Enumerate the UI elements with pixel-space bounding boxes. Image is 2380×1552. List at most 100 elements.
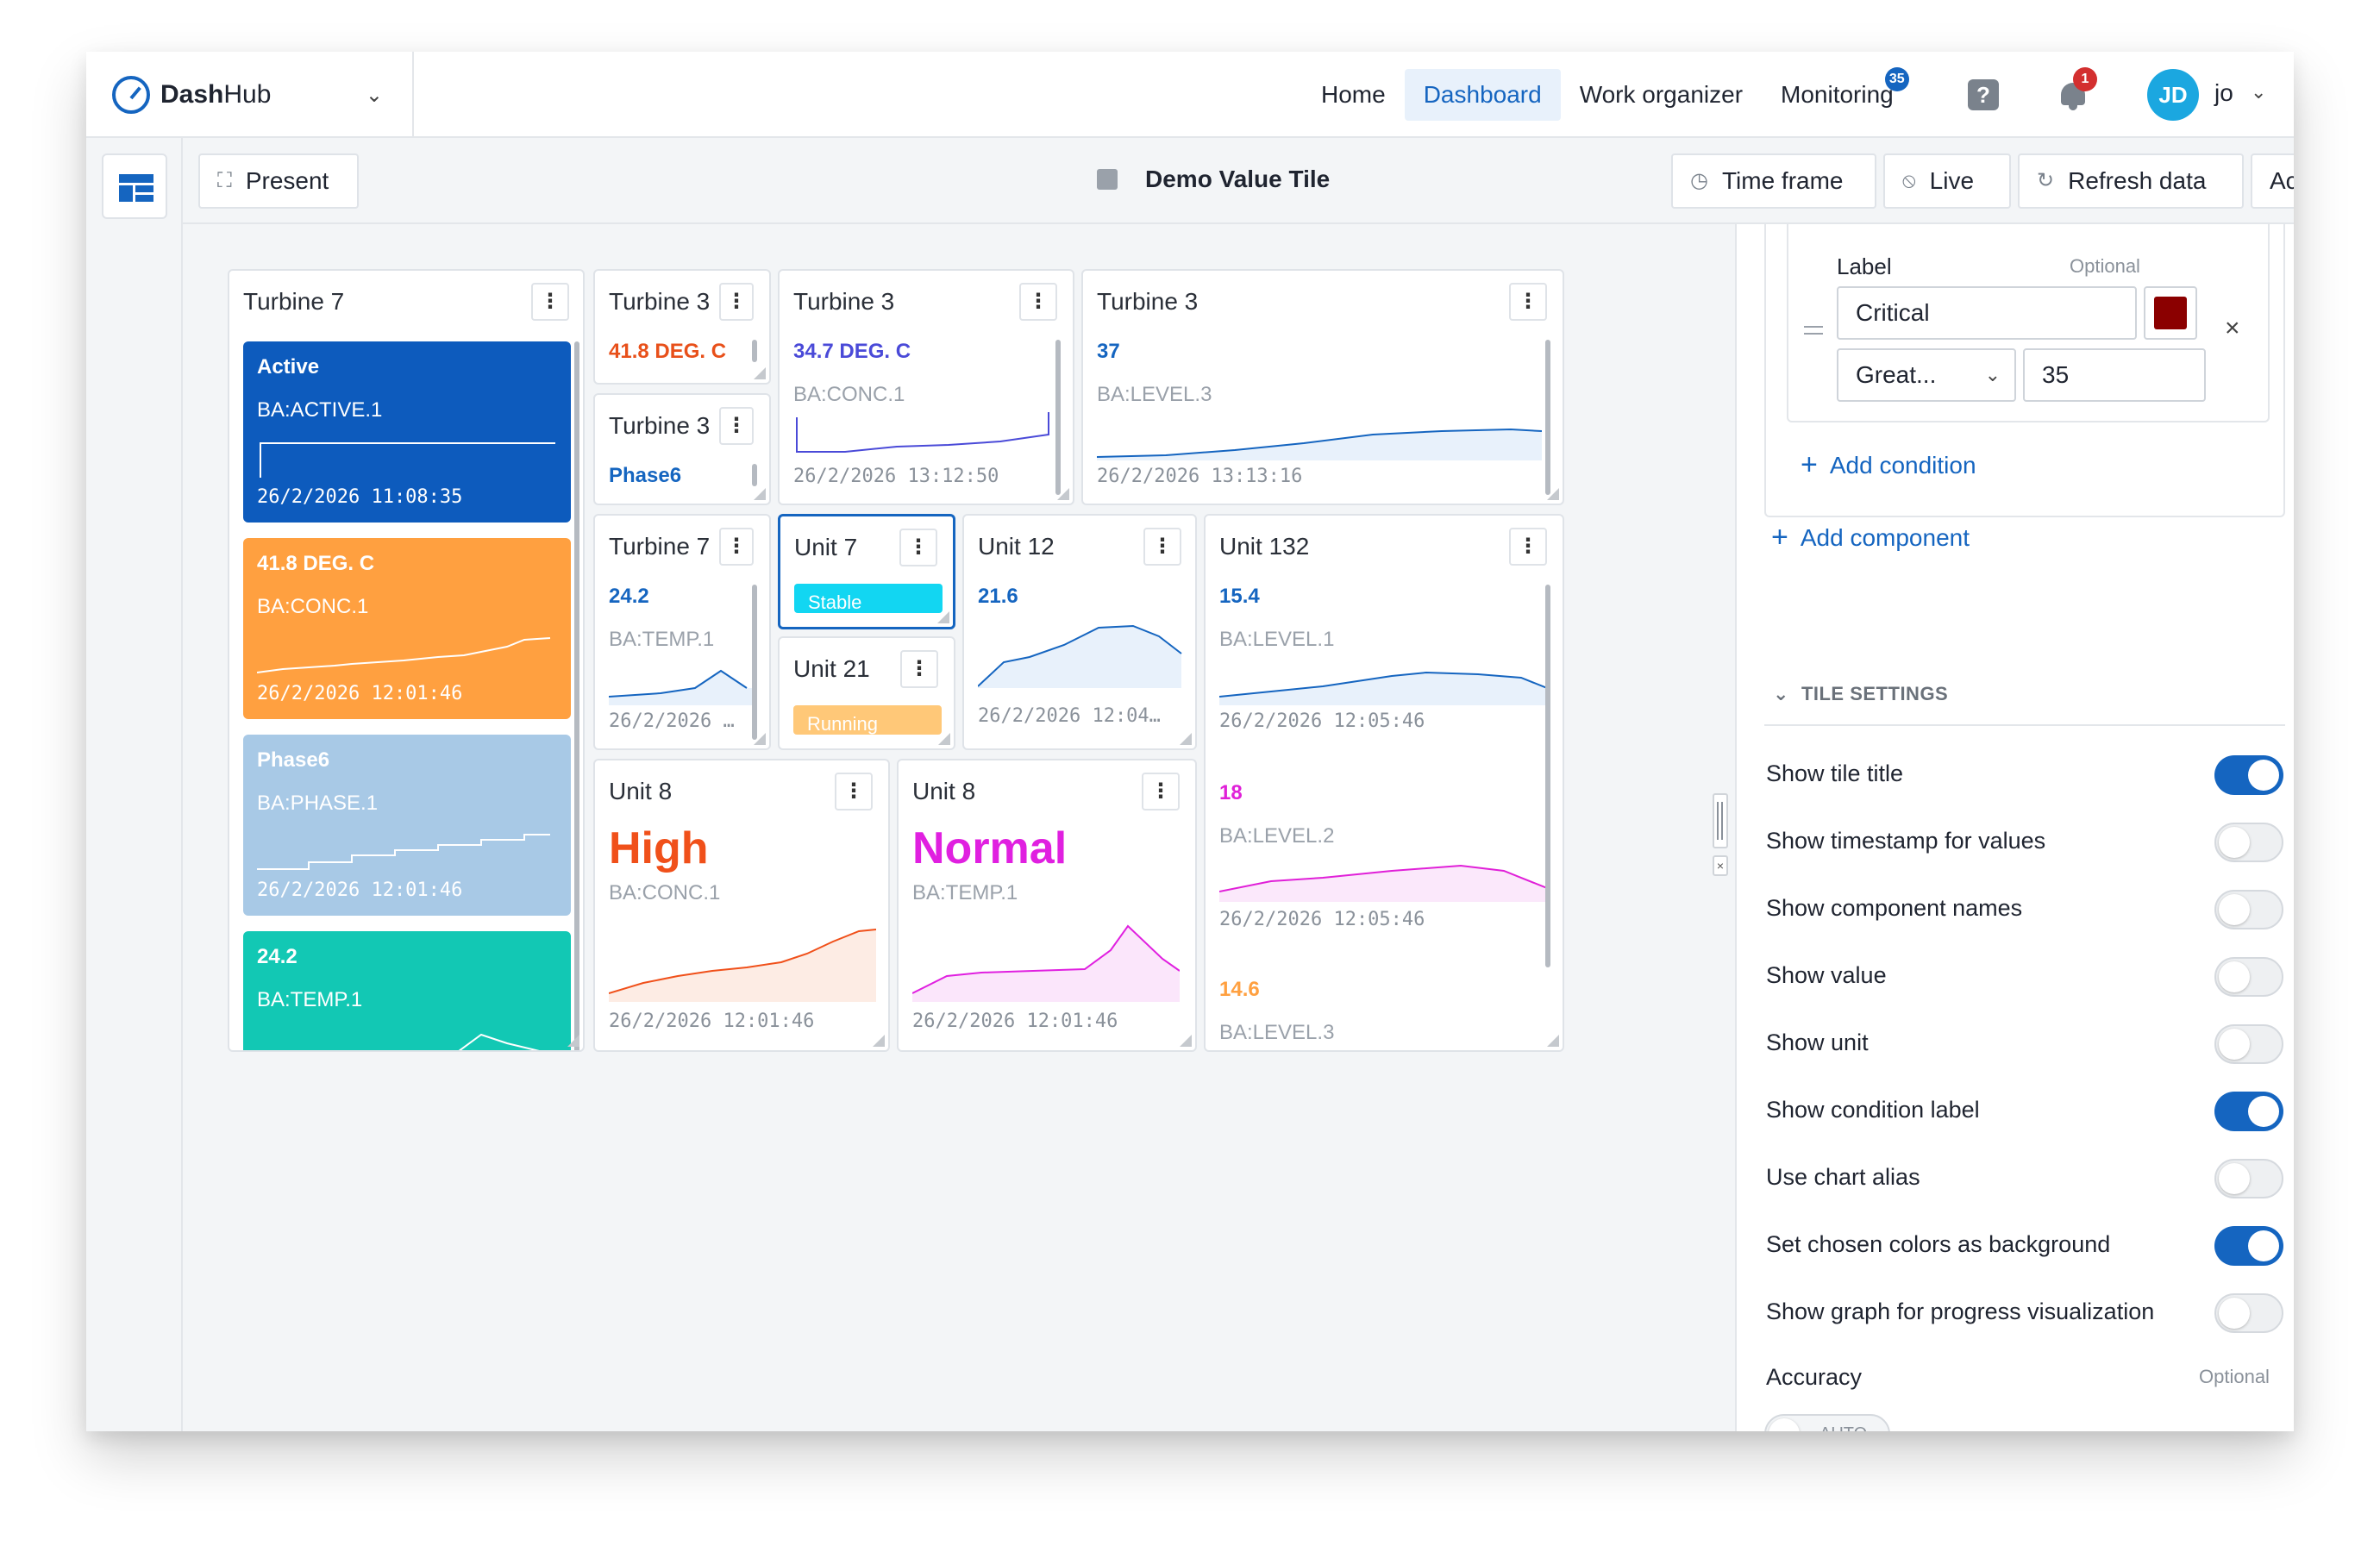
tile-menu-kebab-icon[interactable]: ⋮ <box>531 283 569 321</box>
tile-unit-12[interactable]: Unit 12 ⋮ 21.6 26/2/2026 12:04… <box>962 514 1197 750</box>
dashboard-layout-icon <box>119 174 153 202</box>
tile-resize-handle[interactable] <box>873 1035 885 1047</box>
tile-turbine-3-level-chart[interactable]: Turbine 3 ⋮ 37 BA:LEVEL.3 26/2/2026 13:1… <box>1081 269 1564 505</box>
tile-resize-handle[interactable] <box>1057 488 1069 500</box>
tile-resize-handle[interactable] <box>1547 1035 1559 1047</box>
tile-resize-handle[interactable] <box>1180 1035 1192 1047</box>
actions-button[interactable]: Actions⌄ <box>2251 153 2294 209</box>
section-title: TILE SETTINGS <box>1801 683 1949 704</box>
tile-turbine-3-phase[interactable]: Turbine 3 ⋮ Phase6 <box>593 393 771 505</box>
tile-resize-handle[interactable] <box>1180 733 1192 745</box>
tile-menu-kebab-icon[interactable]: ⋮ <box>719 283 754 321</box>
tile-resize-handle[interactable] <box>754 488 766 500</box>
tile-unit-132[interactable]: Unit 132 ⋮ 15.4 BA:LEVEL.1 26/2/2026 12:… <box>1204 514 1564 1052</box>
collapse-panel-close-icon[interactable]: × <box>1713 855 1728 876</box>
nav-monitoring-label: Monitoring <box>1781 81 1894 108</box>
setting-show-timestamp: Show timestamp for values <box>1766 819 2283 867</box>
tile-unit-21[interactable]: Unit 21 ⋮ Running <box>778 636 955 750</box>
layout-view-button[interactable] <box>102 153 167 219</box>
setting-show-tile-title: Show tile title <box>1766 752 2283 800</box>
nav-home[interactable]: Home <box>1321 81 1386 108</box>
remove-condition-close-icon[interactable]: × <box>2225 314 2240 342</box>
block-tag: BA:CONC.1 <box>257 595 369 618</box>
tile-resize-handle[interactable] <box>754 367 766 379</box>
setting-label: Show value <box>1766 962 1887 988</box>
brand-switcher[interactable]: DashHub ⌄ <box>86 52 414 138</box>
toggle-switch[interactable] <box>2214 1024 2283 1064</box>
refresh-data-button[interactable]: ↻ Refresh data <box>2018 153 2244 209</box>
toggle-switch[interactable] <box>2214 957 2283 997</box>
present-button[interactable]: ⛶ Present <box>198 153 359 209</box>
drag-handle-icon[interactable] <box>1804 326 1823 328</box>
avatar[interactable]: JD <box>2147 69 2199 121</box>
setting-show-component-names: Show component names <box>1766 886 2283 935</box>
tile-scrollbar[interactable] <box>752 464 757 486</box>
tile-timestamp: 26/2/2026 12:01:46 <box>912 1011 1118 1032</box>
nav-monitoring[interactable]: Monitoring 35 <box>1762 67 1913 121</box>
condition-operator-select[interactable]: Great... ⌄ <box>1837 348 2016 402</box>
setting-show-condition-label: Show condition label <box>1766 1088 2283 1136</box>
temp-sparkline <box>912 924 1180 1002</box>
toggle-switch[interactable] <box>2214 1159 2283 1198</box>
tile-turbine-7-temp-chart[interactable]: Turbine 7 ⋮ 24.2 BA:TEMP.1 26/2/2026 … <box>593 514 771 750</box>
tile-scrollbar[interactable] <box>752 585 757 740</box>
time-frame-button[interactable]: ◷ Time frame <box>1671 153 1876 209</box>
user-name[interactable]: jo <box>2214 79 2233 106</box>
tile-menu-kebab-icon[interactable]: ⋮ <box>1142 773 1180 810</box>
live-button[interactable]: ⦸ Live <box>1883 153 2011 209</box>
tile-menu-kebab-icon[interactable]: ⋮ <box>1509 283 1547 321</box>
tile-resize-handle[interactable] <box>567 1035 579 1047</box>
refresh-icon: ↻ <box>2037 169 2055 192</box>
tile-turbine-3-conc-chart[interactable]: Turbine 3 ⋮ 34.7 DEG. C BA:CONC.1 26/2/2… <box>778 269 1074 505</box>
toggle-switch[interactable] <box>2214 1293 2283 1333</box>
nav-work-organizer[interactable]: Work organizer <box>1579 81 1744 108</box>
tile-menu-kebab-icon[interactable]: ⋮ <box>1143 528 1181 566</box>
condition-label-input[interactable]: Critical <box>1837 286 2137 340</box>
toggle-switch[interactable] <box>2214 823 2283 862</box>
user-menu-chevron-down-icon[interactable]: ⌄ <box>2251 81 2267 103</box>
toggle-switch[interactable] <box>2214 1092 2283 1131</box>
tile-unit-7[interactable]: Unit 7 ⋮ Stable <box>778 514 955 629</box>
tile-unit-8-temp[interactable]: Unit 8 ⋮ Normal BA:TEMP.1 26/2/2026 12:0… <box>897 759 1197 1052</box>
tile-menu-kebab-icon[interactable]: ⋮ <box>719 407 754 445</box>
value-block-conc: 41.8 DEG. C BA:CONC.1 26/2/2026 12:01:46 <box>243 538 571 719</box>
tile-menu-kebab-icon[interactable]: ⋮ <box>835 773 873 810</box>
tile-menu-kebab-icon[interactable]: ⋮ <box>1019 283 1057 321</box>
tile-turbine-3-conc[interactable]: Turbine 3 ⋮ 41.8 DEG. C <box>593 269 771 385</box>
condition-color-picker[interactable] <box>2144 286 2197 340</box>
help-button[interactable]: ? <box>1959 71 2007 119</box>
tile-menu-kebab-icon[interactable]: ⋮ <box>899 529 937 566</box>
tile-settings-section-header[interactable]: ⌄ TILE SETTINGS <box>1773 683 1948 705</box>
add-condition-button[interactable]: + Add condition <box>1801 448 1976 482</box>
tile-resize-handle[interactable] <box>1547 488 1559 500</box>
tile-unit-8-conc[interactable]: Unit 8 ⋮ High BA:CONC.1 26/2/2026 12:01:… <box>593 759 890 1052</box>
tile-scrollbar[interactable] <box>574 341 579 1050</box>
refresh-label: Refresh data <box>2068 167 2207 194</box>
row-timestamp: 26/2/2026 12:05:46 <box>1219 909 1425 930</box>
block-tag: BA:PHASE.1 <box>257 792 379 815</box>
toggle-switch[interactable] <box>2214 755 2283 795</box>
tile-resize-handle[interactable] <box>754 733 766 745</box>
tile-resize-handle[interactable] <box>937 611 949 623</box>
tile-scrollbar[interactable] <box>1055 340 1061 495</box>
tile-scrollbar[interactable] <box>1545 340 1550 495</box>
panel-splitter-handle[interactable]: × <box>1707 793 1733 879</box>
tile-scrollbar[interactable] <box>1545 585 1550 967</box>
nav-dashboard[interactable]: Dashboard <box>1404 69 1561 121</box>
add-component-button[interactable]: + Add component <box>1771 521 1970 554</box>
tile-scrollbar[interactable] <box>752 340 757 362</box>
tile-resize-handle[interactable] <box>938 733 950 745</box>
temp-sparkline <box>609 669 752 705</box>
temp-sparkline <box>458 1033 540 1050</box>
toggle-switch[interactable] <box>2214 1226 2283 1266</box>
accuracy-auto-toggle[interactable]: AUTO <box>1764 1414 1890 1431</box>
tile-menu-kebab-icon[interactable]: ⋮ <box>900 650 938 688</box>
condition-threshold-input[interactable]: 35 <box>2023 348 2206 402</box>
tile-menu-kebab-icon[interactable]: ⋮ <box>719 528 754 566</box>
operator-value: Great... <box>1856 361 1937 388</box>
tile-turbine-7-multi[interactable]: Turbine 7 ⋮ Active BA:ACTIVE.1 26/2/2026… <box>228 269 585 1052</box>
notifications-button[interactable]: 1 <box>2049 67 2097 119</box>
active-step-chart <box>260 442 555 478</box>
tile-menu-kebab-icon[interactable]: ⋮ <box>1509 528 1547 566</box>
toggle-switch[interactable] <box>2214 890 2283 929</box>
